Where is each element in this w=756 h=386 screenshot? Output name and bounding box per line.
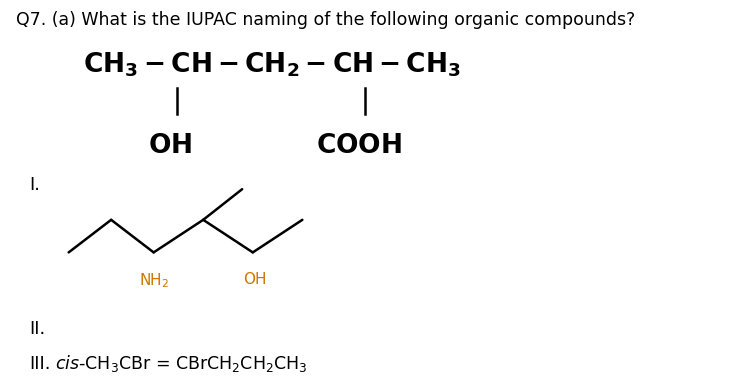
Text: I.: I. bbox=[29, 176, 41, 194]
Text: Q7. (a) What is the IUPAC naming of the following organic compounds?: Q7. (a) What is the IUPAC naming of the … bbox=[16, 11, 635, 29]
Text: II.: II. bbox=[29, 320, 46, 338]
Text: OH: OH bbox=[243, 272, 267, 286]
Text: NH$_2$: NH$_2$ bbox=[138, 272, 169, 290]
Text: $\bf{OH}$: $\bf{OH}$ bbox=[148, 133, 192, 157]
Text: $\it{cis}$-CH$_3$CBr = CBrCH$_2$CH$_2$CH$_3$: $\it{cis}$-CH$_3$CBr = CBrCH$_2$CH$_2$CH… bbox=[54, 353, 307, 374]
Text: $\bf{CH_3-CH-CH_2-CH-CH_3}$: $\bf{CH_3-CH-CH_2-CH-CH_3}$ bbox=[83, 50, 461, 79]
Text: III.: III. bbox=[29, 354, 51, 372]
Text: $\bf{COOH}$: $\bf{COOH}$ bbox=[316, 133, 402, 157]
